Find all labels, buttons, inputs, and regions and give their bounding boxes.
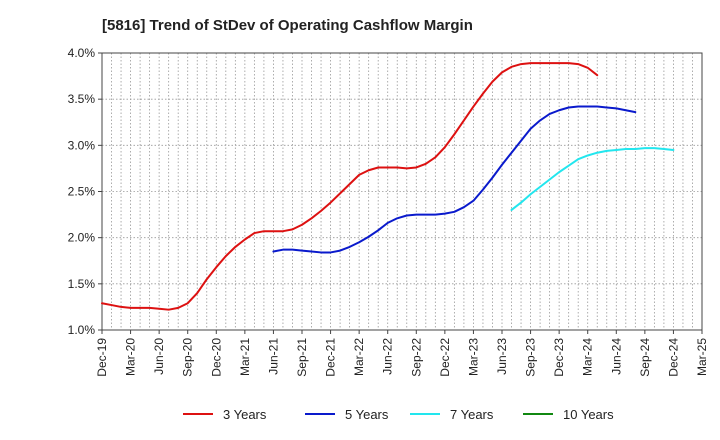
x-tick-label: Sep-22 bbox=[409, 338, 423, 377]
legend-label: 3 Years bbox=[223, 407, 267, 422]
series-line-5-years bbox=[272, 105, 637, 254]
series-line-7-years bbox=[510, 147, 675, 211]
y-axis: 1.0% 1.5% 2.0% 2.5% 3.0% 3.5% 4.0% bbox=[68, 46, 102, 337]
x-tick-label: Mar-21 bbox=[238, 338, 252, 376]
x-tick-label: Mar-24 bbox=[581, 338, 595, 376]
x-tick-label: Sep-23 bbox=[524, 338, 538, 377]
x-tick-label: Jun-23 bbox=[495, 338, 509, 375]
x-tick-label: Dec-20 bbox=[209, 338, 223, 377]
x-tick-label: Dec-24 bbox=[666, 338, 680, 377]
x-tick-label: Jun-21 bbox=[266, 338, 280, 375]
x-axis: Dec-19 Mar-20 Jun-20 Sep-20 Dec-20 Mar-21 Jun-… bbox=[95, 330, 709, 377]
legend-label: 5 Years bbox=[345, 407, 389, 422]
plot-area bbox=[101, 52, 703, 331]
legend-label: 10 Years bbox=[563, 407, 614, 422]
series-lines bbox=[101, 62, 675, 311]
x-tick-label: Dec-23 bbox=[552, 338, 566, 377]
y-tick-label: 4.0% bbox=[68, 46, 96, 60]
x-tick-label: Jun-20 bbox=[152, 338, 166, 375]
y-tick-label: 3.5% bbox=[68, 92, 96, 106]
x-tick-label: Dec-21 bbox=[324, 338, 338, 377]
x-tick-label: Jun-22 bbox=[381, 338, 395, 375]
y-tick-label: 1.5% bbox=[68, 277, 96, 291]
legend: 3 Years 5 Years 7 Years 10 Years bbox=[183, 407, 614, 422]
grid-lines bbox=[102, 53, 702, 330]
y-tick-label: 3.0% bbox=[68, 138, 96, 152]
legend-label: 7 Years bbox=[450, 407, 494, 422]
x-tick-label: Mar-23 bbox=[466, 338, 480, 376]
x-tick-label: Jun-24 bbox=[609, 338, 623, 375]
y-tick-label: 2.5% bbox=[68, 185, 96, 199]
series-line-3-years bbox=[101, 62, 599, 311]
x-tick-label: Sep-21 bbox=[295, 338, 309, 377]
x-tick-label: Dec-22 bbox=[438, 338, 452, 377]
y-tick-label: 2.0% bbox=[68, 231, 96, 245]
x-tick-label: Sep-24 bbox=[638, 338, 652, 377]
x-tick-label: Mar-20 bbox=[124, 338, 138, 376]
x-tick-label: Dec-19 bbox=[95, 338, 109, 377]
chart-title: [5816] Trend of StDev of Operating Cashf… bbox=[102, 17, 473, 34]
x-tick-label: Mar-22 bbox=[352, 338, 366, 376]
y-tick-label: 1.0% bbox=[68, 323, 96, 337]
x-tick-label: Sep-20 bbox=[181, 338, 195, 377]
x-tick-label: Mar-25 bbox=[695, 338, 709, 376]
